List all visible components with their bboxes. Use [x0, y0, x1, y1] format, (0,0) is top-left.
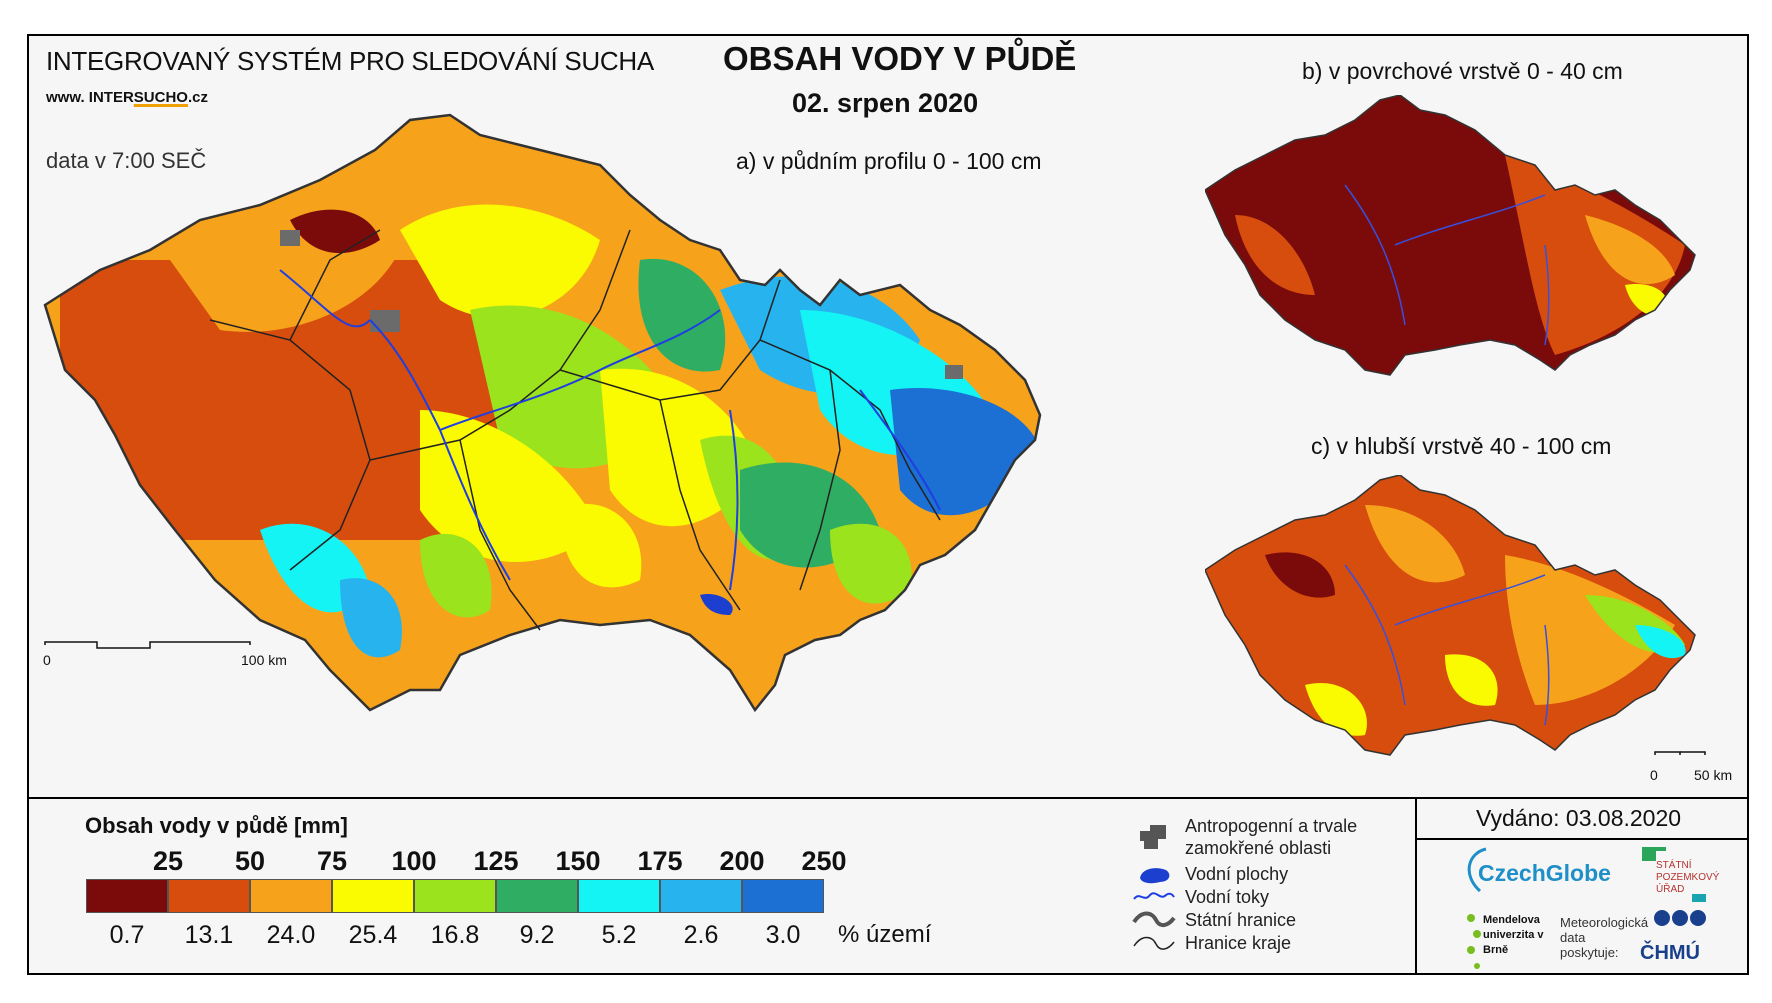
legend-threshold-label: 175 — [637, 846, 683, 876]
legend-state-border: Státní hranice — [1185, 910, 1297, 930]
scale-a-end: 100 km — [241, 652, 287, 668]
legend-class-percent: 16.8 — [430, 921, 480, 949]
panel-c-label: c) v hlubší vrstvě 40 - 100 cm — [1311, 433, 1612, 459]
legend-class-swatch — [496, 879, 578, 913]
legend-threshold-label: 250 — [801, 846, 847, 876]
chmu-logo-icon — [1654, 894, 1706, 926]
legend-class-percent: 3.0 — [765, 921, 801, 949]
legend-class-swatch — [660, 879, 742, 913]
legend-class-swatch — [332, 879, 414, 913]
czechglobe-logo-icon — [1467, 847, 1487, 893]
chmu-logo: ČHMÚ — [1640, 942, 1700, 964]
legend-title: Obsah vody v půdě [mm] — [85, 813, 348, 838]
legend-threshold-label: 50 — [234, 846, 266, 876]
legend-class-swatch — [578, 879, 660, 913]
legend-water-bodies: Vodní plochy — [1185, 864, 1289, 884]
legend-anthropogenic: Antropogenní a trvale zamokřené oblasti — [1185, 816, 1358, 858]
map-title: OBSAH VODY V PŮDĚ — [723, 40, 1077, 77]
legend-class-percent: 24.0 — [266, 921, 316, 949]
legend-class-percent: 9.2 — [519, 921, 555, 949]
legend-percent-label: % území — [838, 921, 932, 948]
legend-threshold-label: 200 — [719, 846, 765, 876]
panel-b-label: b) v povrchové vrstvě 0 - 40 cm — [1302, 58, 1623, 84]
legend-class-percent: 5.2 — [601, 921, 637, 949]
scale-c-end: 50 km — [1694, 767, 1733, 783]
legend-class-swatch — [86, 879, 168, 913]
issued-date: Vydáno: 03.08.2020 — [1476, 805, 1682, 831]
legend-class-percent: 13.1 — [184, 921, 234, 949]
legend-threshold-label: 150 — [555, 846, 601, 876]
legend-class-percent: 0.7 — [109, 921, 145, 949]
legend-class-swatch — [168, 879, 250, 913]
footer-divider — [1415, 797, 1417, 975]
scale-a-zero: 0 — [43, 652, 51, 668]
legend-rivers: Vodní toky — [1185, 887, 1270, 907]
legend-class-percent: 25.4 — [348, 921, 398, 949]
map-panel-b — [1205, 95, 1696, 376]
data-time-note: data v 7:00 SEČ — [46, 148, 207, 173]
website-link[interactable]: www. INTERSUCHO.cz — [46, 89, 208, 106]
spu-logo: STÁTNÍ POZEMKOVÝ ÚŘAD — [1656, 860, 1720, 895]
legend-class-swatch — [250, 879, 332, 913]
system-title: INTEGROVANÝ SYSTÉM PRO SLEDOVÁNÍ SUCHA — [46, 46, 654, 76]
map-panel-c — [1205, 475, 1706, 756]
mendel-logo-icon — [1467, 914, 1481, 969]
legend-class-percent: 2.6 — [683, 921, 719, 949]
water-body-icon — [1140, 868, 1170, 884]
region-border-icon — [1133, 936, 1175, 950]
legend-threshold-label: 125 — [473, 846, 519, 876]
legend-divider — [27, 797, 1749, 799]
map-panel-a — [43, 113, 1042, 713]
legend-region-border: Hranice kraje — [1185, 933, 1292, 953]
meteo-data-note: Meteorologická data poskytuje: — [1560, 915, 1649, 960]
legend-threshold-label: 75 — [316, 846, 348, 876]
legend-class-swatch — [742, 879, 824, 913]
scale-c-zero: 0 — [1650, 767, 1658, 783]
issued-divider — [1415, 838, 1749, 840]
czechglobe-logo: CzechGlobe — [1478, 860, 1611, 886]
mendel-logo: Mendelova univerzita v Brně — [1483, 914, 1544, 956]
legend-threshold-label: 25 — [152, 846, 184, 876]
legend-class-swatch — [414, 879, 496, 913]
map-date: 02. srpen 2020 — [792, 88, 979, 118]
state-border-icon — [1132, 911, 1176, 927]
river-icon — [1133, 892, 1175, 900]
spu-logo-icon — [1642, 847, 1666, 861]
panel-a-label: a) v půdním profilu 0 - 100 cm — [736, 148, 1042, 174]
legend-threshold-label: 100 — [391, 846, 437, 876]
anthropogenic-area-icon — [1140, 825, 1166, 849]
